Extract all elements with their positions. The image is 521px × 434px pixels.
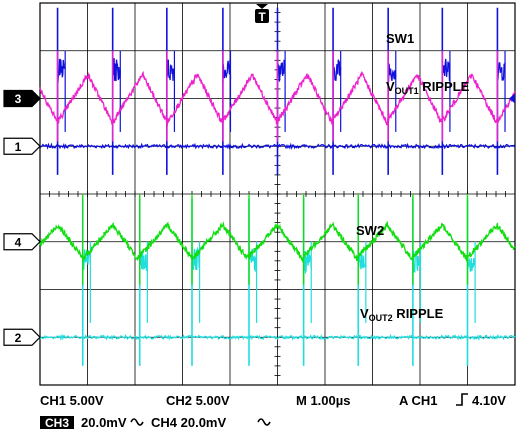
trigger-source: A CH1 [399, 393, 438, 408]
switch-burst [112, 58, 121, 82]
marker-tab [3, 137, 41, 155]
vout1-ripple-label: VOUT1 RIPPLE [386, 79, 470, 96]
switch-burst [276, 59, 286, 82]
marker-label: 3 [15, 92, 22, 106]
marker-tab [3, 328, 41, 346]
ch2-scale: CH2 5.00V [166, 393, 230, 408]
switch-burst [496, 62, 506, 81]
trace-ch4 [39, 333, 516, 342]
status-bar: CH1 5.00V CH2 5.00V M 1.00µs A CH1 4.10V… [40, 393, 506, 430]
switch-burst [387, 63, 397, 82]
trigger-marker: T [255, 4, 269, 24]
rising-edge-icon [456, 393, 468, 406]
marker-label: 4 [15, 235, 22, 249]
ch4-scale: CH4 20.0mV [151, 415, 226, 430]
channel-marker-2: 2 [3, 328, 41, 346]
ch3-badge: CH3 [45, 416, 69, 430]
channel-marker-1: 1 [3, 137, 41, 155]
channel-marker-4: 4 [3, 233, 41, 251]
switch-burst [466, 257, 476, 272]
ac-coupling-icon-2 [257, 418, 271, 426]
switch-burst [222, 59, 232, 82]
ch3-badge-bg [40, 416, 74, 429]
switch-burst [332, 59, 342, 82]
switch-burst [166, 59, 176, 81]
ac-coupling-icon [130, 418, 144, 426]
switch-burst [441, 58, 451, 82]
trace-ch2 [39, 220, 516, 264]
channel-markers: 3 1 4 2 [3, 89, 515, 346]
vout2-ripple-label: VOUT2 RIPPLE [360, 306, 444, 323]
trigger-level-marker [509, 93, 515, 104]
timebase: M 1.00µs [296, 393, 350, 408]
marker-label: 2 [15, 331, 22, 345]
trigger-label: T [258, 10, 266, 24]
switch-burst [57, 58, 66, 83]
marker-label: 1 [15, 140, 22, 154]
sw1-label: SW1 [386, 31, 414, 46]
marker-tab [3, 233, 41, 251]
ch3-scale: 20.0mV [81, 415, 127, 430]
sw2-label: SW2 [356, 223, 384, 238]
switch-burst [357, 250, 367, 270]
waveform-traces [39, 7, 516, 366]
ch1-scale: CH1 5.00V [40, 393, 104, 408]
marker-tab [3, 89, 41, 108]
trigger-level: 4.10V [472, 393, 506, 408]
channel-marker-3: 3 [3, 89, 41, 108]
